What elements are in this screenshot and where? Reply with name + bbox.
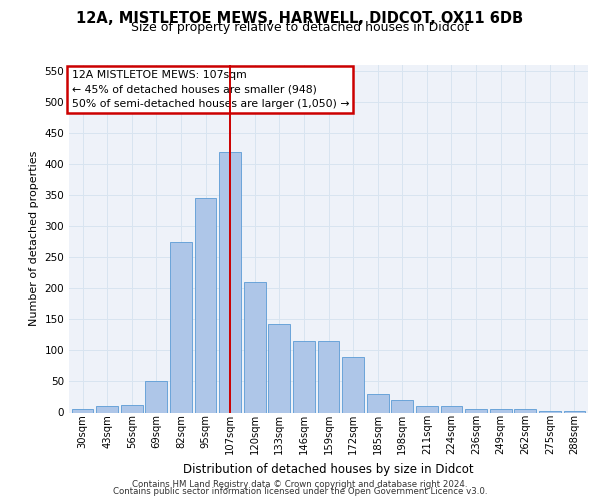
Bar [170,242,192,412]
Bar [219,152,241,412]
Bar [145,382,167,412]
Bar [317,341,340,412]
Bar [391,400,413,412]
Bar [244,282,266,412]
Bar [367,394,389,412]
Bar [416,406,438,412]
Text: Contains public sector information licensed under the Open Government Licence v3: Contains public sector information licen… [113,487,487,496]
Text: 12A, MISTLETOE MEWS, HARWELL, DIDCOT, OX11 6DB: 12A, MISTLETOE MEWS, HARWELL, DIDCOT, OX… [76,11,524,26]
Bar [194,198,217,412]
X-axis label: Distribution of detached houses by size in Didcot: Distribution of detached houses by size … [183,462,474,475]
Y-axis label: Number of detached properties: Number of detached properties [29,151,39,326]
Bar [97,406,118,412]
Bar [293,341,315,412]
Text: 12A MISTLETOE MEWS: 107sqm
← 45% of detached houses are smaller (948)
50% of sem: 12A MISTLETOE MEWS: 107sqm ← 45% of deta… [71,70,349,109]
Bar [440,406,463,412]
Text: Size of property relative to detached houses in Didcot: Size of property relative to detached ho… [131,22,469,35]
Bar [563,410,585,412]
Bar [121,405,143,412]
Bar [268,324,290,412]
Bar [465,410,487,412]
Bar [72,410,94,412]
Bar [342,356,364,412]
Bar [490,410,512,412]
Bar [514,410,536,412]
Text: Contains HM Land Registry data © Crown copyright and database right 2024.: Contains HM Land Registry data © Crown c… [132,480,468,489]
